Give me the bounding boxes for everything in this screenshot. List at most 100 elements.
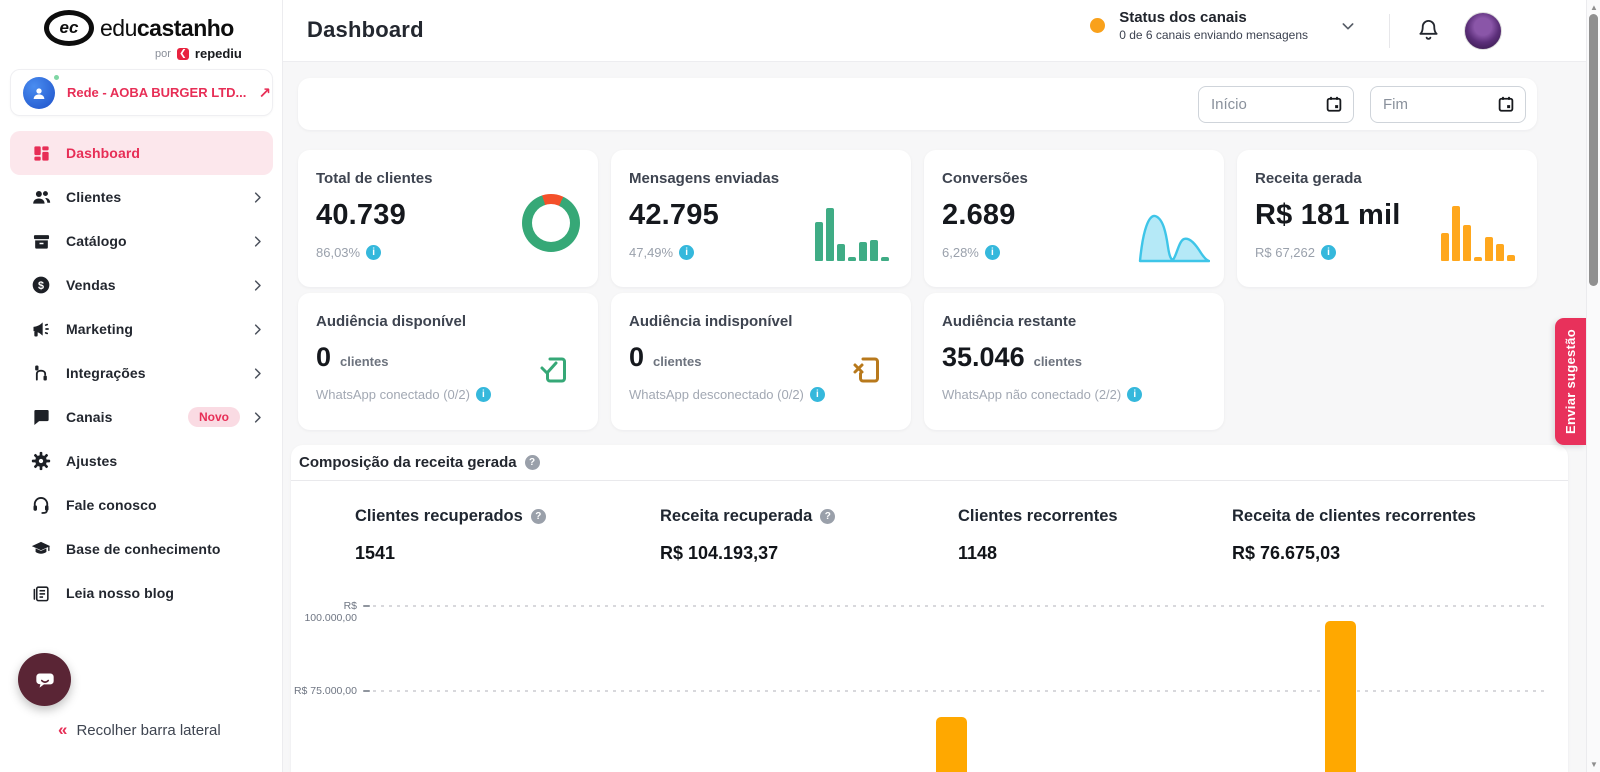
sidebar-item-label: Catálogo bbox=[66, 233, 127, 249]
help-icon[interactable]: ? bbox=[820, 509, 836, 524]
composition-stat-clientes-recuperados: Clientes recuperados? 1541 bbox=[355, 507, 546, 564]
chevron-right-icon bbox=[250, 190, 265, 205]
revenue-chart-plot: R$ 100.000,00 R$ 75.000,00 bbox=[291, 445, 1568, 772]
stat-unit: clientes bbox=[653, 354, 702, 369]
info-icon[interactable]: i bbox=[475, 387, 491, 402]
scroll-down-arrow[interactable]: ▼ bbox=[1590, 760, 1598, 769]
stat-value: R$ 181 mil bbox=[1255, 199, 1401, 231]
info-icon[interactable]: i bbox=[809, 387, 825, 402]
collapse-sidebar-label: Recolher barra lateral bbox=[76, 721, 221, 739]
stat-value: 1148 bbox=[958, 543, 998, 563]
sales-icon: $ bbox=[30, 274, 52, 296]
chevron-right-icon bbox=[250, 322, 265, 337]
stat-value: 35.046 bbox=[942, 342, 1025, 372]
scrollbar-thumb[interactable] bbox=[1589, 14, 1598, 286]
stat-value: R$ 104.193,37 bbox=[660, 543, 779, 563]
calendar-icon[interactable] bbox=[1325, 95, 1343, 113]
sidebar-item-dashboard[interactable]: Dashboard bbox=[10, 131, 273, 175]
sidebar-item-label: Canais bbox=[66, 409, 113, 425]
sidebar-item-label: Vendas bbox=[66, 277, 116, 293]
sidebar-item-label: Dashboard bbox=[66, 145, 141, 161]
stat-unit: clientes bbox=[340, 354, 389, 369]
stat-title: Receita gerada bbox=[1255, 170, 1362, 187]
network-avatar bbox=[23, 74, 59, 109]
info-icon[interactable]: i bbox=[984, 245, 1000, 260]
composition-title: Composição da receita gerada bbox=[299, 454, 517, 471]
repediu-wordmark: repediu bbox=[194, 46, 242, 61]
date-filter-bar bbox=[298, 78, 1537, 130]
double-chevron-left-icon: « bbox=[58, 720, 68, 739]
y-axis-tick-label: R$ 75.000,00 bbox=[293, 685, 357, 697]
stat-value: 42.795 bbox=[629, 199, 719, 231]
info-icon[interactable]: i bbox=[679, 245, 695, 260]
chat-widget-button[interactable] bbox=[18, 653, 71, 706]
top-header: Dashboard Status dos canais 0 de 6 canai… bbox=[283, 0, 1586, 62]
catalog-icon bbox=[30, 230, 52, 252]
stat-footer: WhatsApp não conectado (2/2) bbox=[942, 387, 1122, 402]
info-icon[interactable]: i bbox=[1321, 245, 1336, 260]
page-scrollbar[interactable]: ▲ ▼ bbox=[1586, 0, 1600, 772]
sidebar-item-vendas[interactable]: $ Vendas bbox=[0, 263, 283, 307]
stat-card-total-clientes: Total de clientes 40.739 86,03% i bbox=[298, 150, 598, 287]
gear-icon bbox=[30, 450, 52, 472]
info-icon[interactable]: i bbox=[366, 245, 382, 260]
megaphone-icon bbox=[30, 318, 52, 340]
notifications-button[interactable] bbox=[1417, 18, 1440, 41]
network-label: Rede - AOBA BURGER LTD... bbox=[67, 85, 247, 100]
y-axis-tick bbox=[363, 605, 370, 607]
end-date-input[interactable] bbox=[1383, 95, 1483, 113]
educastanho-logo: ec educastanho bbox=[44, 10, 234, 46]
external-link-icon: ↗ bbox=[258, 84, 271, 102]
sidebar-item-clientes[interactable]: Clientes bbox=[0, 175, 283, 219]
stat-label: Receita de clientes recorrentes bbox=[1232, 507, 1476, 525]
page-title: Dashboard bbox=[307, 17, 424, 42]
channel-status-dropdown[interactable]: Status dos canais 0 de 6 canais enviando… bbox=[1090, 9, 1356, 42]
revenue-bar bbox=[936, 716, 967, 772]
stat-label: Clientes recuperados bbox=[355, 507, 523, 525]
sidebar-item-integracoes[interactable]: Integrações bbox=[0, 351, 283, 395]
gridline-100k bbox=[373, 605, 1544, 607]
network-selector[interactable]: Rede - AOBA BURGER LTD... ↗ bbox=[10, 69, 273, 116]
status-subtitle: 0 de 6 canais enviando mensagens bbox=[1119, 28, 1308, 42]
sidebar-item-label: Integrações bbox=[66, 365, 146, 381]
calendar-icon[interactable] bbox=[1497, 95, 1515, 113]
scroll-up-arrow[interactable]: ▲ bbox=[1590, 3, 1598, 12]
collapse-sidebar-button[interactable]: « Recolher barra lateral bbox=[58, 720, 221, 740]
educastanho-monogram-icon: ec bbox=[44, 10, 94, 46]
powered-by-por: por bbox=[155, 47, 171, 60]
chevron-right-icon bbox=[250, 278, 265, 293]
chevron-right-icon bbox=[250, 410, 265, 425]
integrations-icon bbox=[30, 362, 52, 384]
phone-check-icon bbox=[536, 351, 572, 387]
stat-card-receita-gerada: Receita gerada R$ 181 mil R$ 67,262 i bbox=[1237, 150, 1537, 287]
powered-by: por ❮ repediu bbox=[155, 46, 242, 61]
sidebar-item-marketing[interactable]: Marketing bbox=[0, 307, 283, 351]
end-date-field[interactable] bbox=[1370, 85, 1526, 123]
sidebar-item-blog[interactable]: Leia nosso blog bbox=[0, 571, 283, 615]
stat-title: Audiência disponível bbox=[316, 313, 467, 330]
send-suggestion-tab[interactable]: Enviar sugestão bbox=[1555, 318, 1586, 445]
brand-name-light: edu bbox=[100, 14, 137, 41]
sidebar-item-base-conhecimento[interactable]: Base de conhecimento bbox=[0, 527, 283, 571]
info-icon[interactable]: i bbox=[1127, 387, 1143, 402]
graduation-cap-icon bbox=[30, 538, 52, 560]
stat-footer: WhatsApp conectado (0/2) bbox=[316, 387, 470, 402]
composition-stat-receita-recuperada: Receita recuperada? R$ 104.193,37 bbox=[660, 507, 836, 564]
send-suggestion-label: Enviar sugestão bbox=[1563, 329, 1578, 434]
start-date-field[interactable] bbox=[1198, 85, 1354, 123]
sidebar-item-canais[interactable]: Canais Novo bbox=[0, 395, 283, 439]
blog-icon bbox=[30, 582, 52, 604]
stat-value: 2.689 bbox=[942, 199, 1016, 231]
sidebar-item-ajustes[interactable]: Ajustes bbox=[0, 439, 283, 483]
user-avatar[interactable] bbox=[1464, 12, 1502, 50]
sidebar-menu: Dashboard Clientes Catálogo $ Vendas bbox=[0, 131, 283, 615]
start-date-input[interactable] bbox=[1211, 95, 1311, 113]
sidebar-item-catalogo[interactable]: Catálogo bbox=[0, 219, 283, 263]
stat-value: 0 bbox=[629, 342, 645, 372]
stat-unit: clientes bbox=[1033, 354, 1083, 369]
help-icon[interactable]: ? bbox=[530, 509, 546, 524]
help-icon[interactable]: ? bbox=[524, 455, 540, 470]
stat-value: R$ 76.675,03 bbox=[1232, 543, 1341, 563]
sidebar-item-fale-conosco[interactable]: Fale conosco bbox=[0, 483, 283, 527]
donut-chart bbox=[522, 194, 580, 252]
